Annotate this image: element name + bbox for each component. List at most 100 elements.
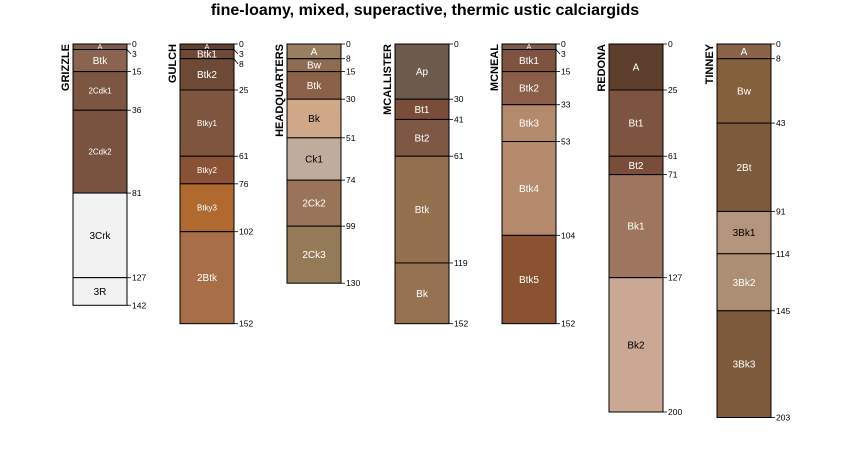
depth-label: 25 <box>239 85 249 95</box>
horizon-band <box>72 277 128 306</box>
profile-mcneal: MCNEAL A Btk1 Btk2 Btk3 Btk4 Btk5 03 15 33 53 104 15… <box>489 39 575 329</box>
horizon-band <box>394 262 450 325</box>
profile-name: GULCH <box>167 44 179 83</box>
depth-label: 152 <box>561 319 575 329</box>
horizon-band <box>501 71 557 106</box>
depth-label: 104 <box>561 230 575 240</box>
depth-label: 114 <box>776 249 790 259</box>
horizon-band <box>716 210 772 255</box>
horizon-label: Bt2 <box>414 133 429 144</box>
horizon-label: 3Crk <box>89 231 111 242</box>
horizon-label: Btky3 <box>197 204 218 213</box>
depth-tick <box>233 58 239 65</box>
horizon-band <box>72 71 128 111</box>
horizon-label: 3R <box>94 287 107 298</box>
depth-label: 81 <box>132 188 142 198</box>
depth-tick <box>555 49 561 55</box>
horizon-label: Btk1 <box>519 56 539 67</box>
profile-name: MCNEAL <box>489 44 501 91</box>
depth-label: 127 <box>132 273 146 283</box>
horizon-label: 3Bk2 <box>733 278 756 289</box>
profile-mcallister: MCALLISTER Ap Bt1 Bt2 Btk Bk 0 30 41 61 119 152 <box>382 39 468 329</box>
depth-label: 3 <box>561 49 566 59</box>
profile-name: HEADQUARTERS <box>274 44 286 137</box>
horizon-label: Bk1 <box>627 222 645 233</box>
depth-label: 8 <box>239 59 244 69</box>
depth-label: 0 <box>668 39 673 49</box>
depth-label: 142 <box>132 300 146 310</box>
horizon-label: A <box>633 63 640 74</box>
horizon-label: A <box>311 47 318 58</box>
horizon-band <box>286 225 342 284</box>
horizon-band <box>501 234 557 325</box>
horizon-label: 2Cdk1 <box>88 87 112 96</box>
horizon-band <box>608 277 664 413</box>
horizon-label: Btk2 <box>519 84 539 95</box>
horizon-band <box>179 231 235 325</box>
horizon-label: Bk <box>416 289 429 300</box>
horizon-label: 3Bk3 <box>733 360 756 371</box>
depth-label: 127 <box>668 273 682 283</box>
depth-label: 91 <box>776 206 786 216</box>
horizon-label: 2Cdk2 <box>88 147 112 156</box>
horizon-label: A <box>527 44 532 51</box>
horizon-band <box>716 122 772 212</box>
depth-tick <box>126 49 132 55</box>
depth-label: 119 <box>454 258 468 268</box>
horizon-band <box>716 310 772 419</box>
horizon-band <box>394 118 450 157</box>
depth-label: 15 <box>561 67 571 77</box>
horizon-label: 2Ck3 <box>302 250 326 261</box>
horizon-label: Btk5 <box>519 275 539 286</box>
horizon-label: Bt1 <box>628 119 643 130</box>
horizon-label: Btk1 <box>197 50 217 61</box>
profile-headquarters: HEADQUARTERS A Bw Btk Bk Ck1 2Ck2 2Ck3 0 8 15 30 51 7… <box>274 39 360 288</box>
depth-label: 30 <box>346 94 356 104</box>
horizon-band <box>501 104 557 143</box>
depth-label: 61 <box>668 151 678 161</box>
depth-label: 0 <box>239 39 244 49</box>
profile-name: REDONA <box>596 44 608 92</box>
depth-label: 3 <box>239 49 244 59</box>
horizon-band <box>608 89 664 157</box>
depth-label: 145 <box>776 306 790 316</box>
horizon-label: Btk <box>415 205 430 216</box>
horizon-band <box>716 58 772 124</box>
horizon-label: Btky1 <box>197 119 218 128</box>
horizon-band <box>286 179 342 227</box>
horizon-label: 2Bt <box>736 163 751 174</box>
depth-label: 41 <box>454 114 464 124</box>
depth-label: 203 <box>776 413 790 423</box>
profile-name: TINNEY <box>704 43 716 84</box>
depth-label: 71 <box>668 170 678 180</box>
horizon-label: Bt2 <box>628 161 643 172</box>
profile-name: GRIZZLE <box>60 44 72 91</box>
horizon-label: Bt1 <box>414 105 429 116</box>
horizon-band <box>394 43 450 100</box>
horizon-band <box>179 183 235 233</box>
depth-label: 53 <box>561 137 571 147</box>
depth-label: 0 <box>454 39 459 49</box>
horizon-label: Bw <box>307 61 322 72</box>
horizon-label: Bw <box>737 86 752 97</box>
horizon-band <box>72 192 128 279</box>
horizon-label: A <box>205 44 210 51</box>
horizon-label: 3Bk1 <box>733 228 756 239</box>
profile-grizzle: GRIZZLE A Btk 2Cdk1 2Cdk2 3Crk 3R 03 15 36 81 127 14… <box>60 39 146 310</box>
depth-tick <box>233 49 239 55</box>
horizon-label: Bk2 <box>627 340 645 351</box>
horizon-band <box>501 141 557 236</box>
depth-label: 43 <box>776 118 786 128</box>
depth-label: 0 <box>132 39 137 49</box>
horizon-label: 2Btk <box>197 273 218 284</box>
depth-label: 130 <box>346 278 360 288</box>
depth-label: 8 <box>776 54 781 64</box>
depth-label: 30 <box>454 94 464 104</box>
depth-label: 3 <box>132 49 137 59</box>
depth-label: 15 <box>132 67 142 77</box>
horizon-label: A <box>741 47 748 58</box>
depth-label: 102 <box>239 227 253 237</box>
depth-label: 152 <box>454 319 468 329</box>
